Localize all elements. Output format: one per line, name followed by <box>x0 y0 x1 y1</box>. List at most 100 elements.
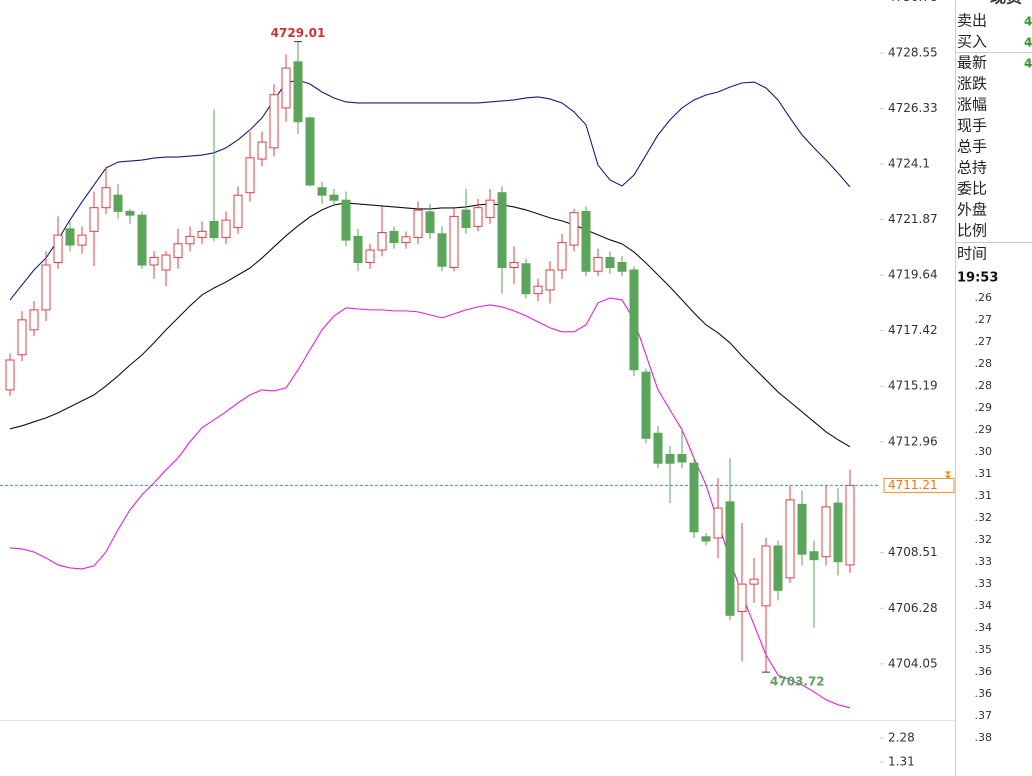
candle-body <box>749 578 759 585</box>
candle-body <box>689 462 699 533</box>
time-header: 时间 <box>957 245 987 263</box>
y-tick-label: 4728.55 <box>888 46 938 60</box>
candle-body <box>497 192 507 269</box>
candle-body <box>257 141 267 160</box>
y-tick-label: 4717.42 <box>888 323 938 337</box>
tick-time: .36 <box>975 665 993 678</box>
tick-time: .27 <box>975 313 993 326</box>
quote-value: 4 <box>1024 15 1032 29</box>
candle-body <box>665 453 675 464</box>
candle-body <box>701 536 711 542</box>
candle-body <box>17 319 27 356</box>
candle-body <box>185 235 195 245</box>
candle-body <box>785 499 795 579</box>
y-tick-label: 4730.78 <box>888 0 938 4</box>
candle-body <box>233 194 243 229</box>
quote-label: 外盘 <box>957 201 987 219</box>
candle-body <box>461 209 471 229</box>
y-tick-label: 4712.96 <box>888 434 938 448</box>
candle-body <box>149 257 159 266</box>
tick-time: .30 <box>975 445 993 458</box>
candle-body <box>269 94 279 149</box>
tick-time: .36 <box>975 687 993 700</box>
candle-body <box>125 210 135 216</box>
last-price-label: 4711.21 <box>888 478 938 492</box>
candle-body <box>401 236 411 244</box>
tick-time: .26 <box>975 291 993 304</box>
candle-body <box>581 210 591 272</box>
candle-body <box>473 207 483 227</box>
candle-body <box>377 232 387 251</box>
candle-body <box>293 61 303 123</box>
candle-body <box>161 254 171 271</box>
candle-body <box>593 257 603 272</box>
candle-body <box>761 545 771 607</box>
candle-body <box>413 209 423 239</box>
y-tick-label: 4708.51 <box>888 545 938 559</box>
tick-time: .32 <box>975 511 993 524</box>
y-tick-label: 4706.28 <box>888 601 938 615</box>
low-annotation: 4703.72 <box>770 675 825 689</box>
candle-body <box>437 233 447 267</box>
quote-label: 买入 <box>957 33 987 51</box>
y-tick-label: 4719.64 <box>888 268 938 282</box>
tick-time: .28 <box>975 379 993 392</box>
candle-body <box>197 230 207 239</box>
candle-body <box>245 157 255 194</box>
quote-label: 比例 <box>957 222 987 240</box>
tick-time: .35 <box>975 643 993 656</box>
candle-body <box>713 507 723 539</box>
candle-body <box>173 243 183 259</box>
candle-body <box>545 269 555 291</box>
tick-time: .29 <box>975 401 993 414</box>
quote-label: 委比 <box>957 180 987 198</box>
tick-time: .37 <box>975 709 993 722</box>
candle-body <box>617 262 627 272</box>
panel-title: 现货 <box>990 0 1022 7</box>
candle-body <box>797 503 807 555</box>
candle-body <box>77 234 87 246</box>
candle-body <box>641 371 651 439</box>
band-line <box>9 79 851 301</box>
high-annotation: 4729.01 <box>271 26 326 40</box>
candle-body <box>305 117 315 186</box>
band-line <box>9 297 851 709</box>
candle-body <box>485 199 495 219</box>
candle-body <box>209 220 219 239</box>
last-price-box <box>883 477 955 493</box>
tick-time: .33 <box>975 577 993 590</box>
y-tick-label: 4726.33 <box>888 101 938 115</box>
candle-body <box>353 235 363 264</box>
y-tick-label: 4724.1 <box>888 157 930 171</box>
quote-label: 最新 <box>957 54 987 72</box>
quote-label: 涨跌 <box>957 75 987 93</box>
candle-body <box>569 212 579 246</box>
y-tick-label: 4721.87 <box>888 212 938 226</box>
candle-body <box>101 187 111 209</box>
candle-body <box>425 211 435 234</box>
candle-body <box>821 506 831 558</box>
quote-label: 现手 <box>957 117 987 135</box>
tick-time: .27 <box>975 335 993 348</box>
quote-label: 总持 <box>957 159 987 177</box>
candle-body <box>5 359 15 391</box>
candle-body <box>65 228 75 246</box>
candle-body <box>449 215 459 269</box>
tick-time: .32 <box>975 533 993 546</box>
y-tick-label: 2.28 <box>888 731 915 745</box>
candle-body <box>329 194 339 201</box>
candle-body <box>845 484 855 566</box>
last-price-arrow <box>945 471 951 480</box>
tick-time: .29 <box>975 423 993 436</box>
y-tick-label: 4715.19 <box>888 379 938 393</box>
tick-time: .34 <box>975 621 993 634</box>
candle-body <box>137 214 147 266</box>
y-tick-label: 1.31 <box>888 754 915 768</box>
candle-body <box>773 545 783 591</box>
candle-body <box>725 501 735 616</box>
candle-body <box>557 242 567 271</box>
candle-body <box>605 257 615 269</box>
candle-body <box>29 309 39 331</box>
